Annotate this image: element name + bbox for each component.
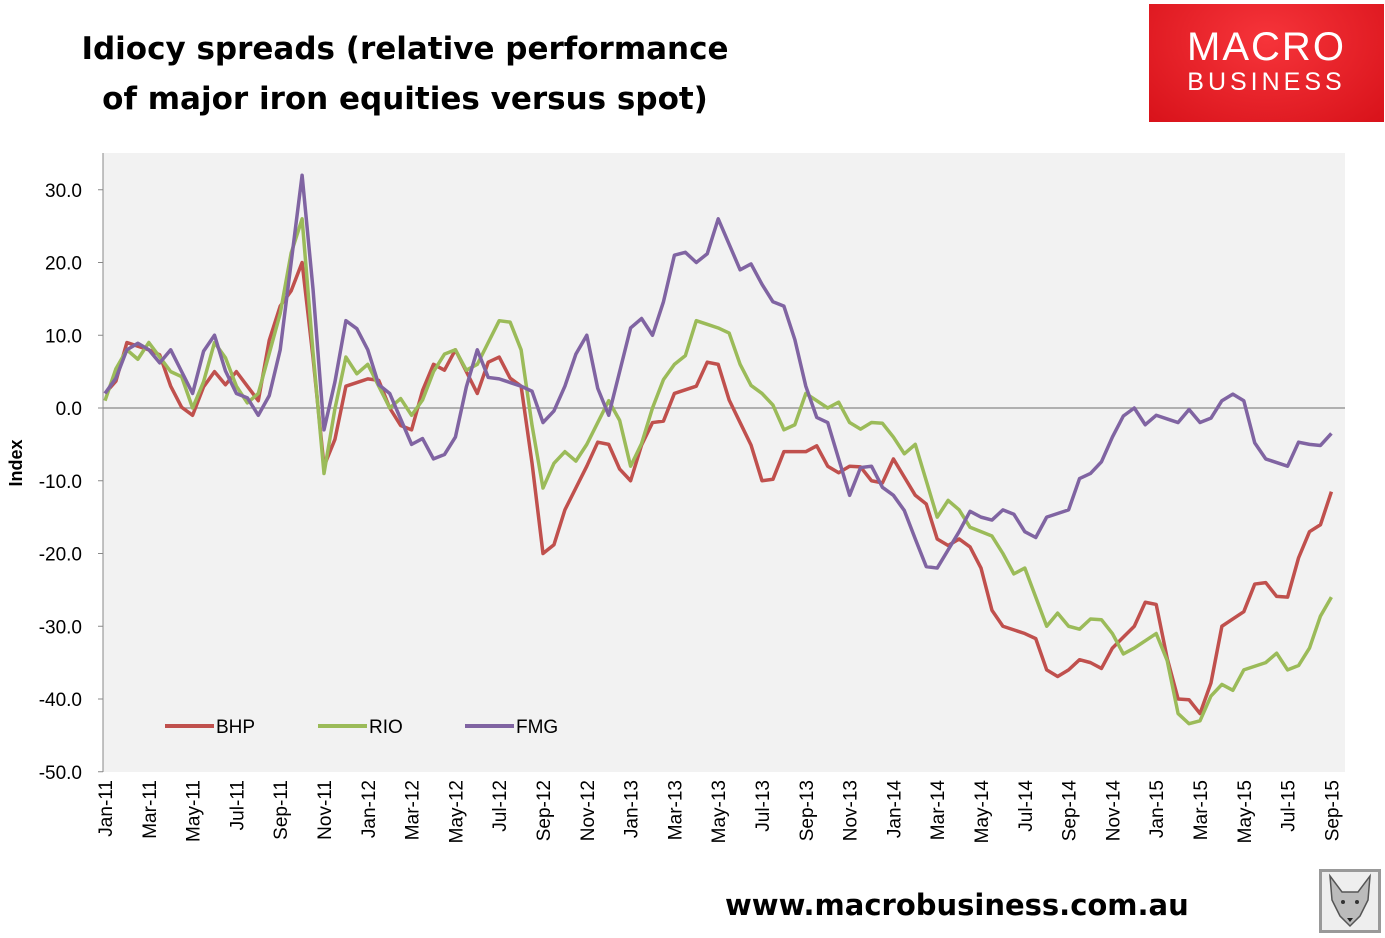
x-tick-label: Jan-11	[96, 780, 117, 837]
y-tick-label: 30.0	[45, 181, 82, 202]
x-tick-label: Sep-13	[797, 780, 818, 841]
legend-label-bhp: BHP	[216, 717, 255, 738]
logo-line-1: MACRO	[1187, 25, 1346, 69]
y-tick-label: -50.0	[39, 763, 82, 784]
y-tick-label: -20.0	[39, 545, 82, 566]
chart-title-line-1: Idiocy spreads (relative performance	[81, 31, 729, 67]
y-axis-label: Index	[6, 439, 26, 486]
x-tick-label: Sep-15	[1322, 780, 1343, 841]
chart-title-line-2: of major iron equities versus spot)	[102, 81, 708, 117]
x-tick-label: Jan-15	[1147, 780, 1168, 838]
x-tick-label: Nov-13	[841, 780, 862, 841]
x-tick-label: Mar-13	[665, 780, 686, 840]
macrobusiness-logo: MACRO BUSINESS	[1149, 4, 1384, 122]
x-tick-label: Nov-14	[1103, 780, 1124, 842]
x-tick-label: Nov-11	[315, 780, 336, 840]
legend-label-fmg: FMG	[516, 717, 558, 738]
x-tick-label: Jan-14	[884, 780, 905, 839]
fox-mascot-icon	[1319, 869, 1381, 933]
x-tick-label: Jul-15	[1279, 780, 1300, 832]
y-tick-label: 10.0	[45, 326, 82, 347]
x-tick-label: Mar-15	[1191, 780, 1212, 840]
x-tick-label: Mar-12	[403, 780, 424, 840]
x-tick-label: Jul-14	[1016, 780, 1037, 832]
x-tick-label: Mar-11	[140, 780, 161, 839]
y-tick-label: 20.0	[45, 254, 82, 275]
x-tick-label: Jan-13	[622, 780, 643, 838]
website-url: www.macrobusiness.com.au	[725, 888, 1189, 922]
x-tick-label: May-12	[446, 780, 467, 843]
x-tick-label: Jul-13	[753, 780, 774, 832]
x-tick-label: May-11	[184, 780, 205, 842]
x-tick-label: May-13	[709, 780, 730, 843]
x-tick-label: Jul-12	[490, 780, 511, 832]
x-tick-label: Mar-14	[928, 780, 949, 841]
y-tick-label: -30.0	[39, 617, 82, 638]
y-tick-label: 0.0	[56, 399, 82, 420]
x-tick-label: Sep-11	[271, 780, 292, 840]
x-tick-label: May-15	[1235, 780, 1256, 843]
x-tick-label: Sep-14	[1060, 780, 1081, 842]
y-tick-label: -40.0	[39, 690, 82, 711]
series-line-fmg	[103, 173, 1333, 570]
series-line-rio	[103, 217, 1333, 726]
legend-label-rio: RIO	[369, 717, 403, 738]
x-tick-label: Jan-12	[359, 780, 380, 838]
logo-line-2: BUSINESS	[1187, 68, 1346, 96]
x-tick-label: Sep-12	[534, 780, 555, 841]
x-tick-label: May-14	[972, 780, 993, 844]
y-tick-label: -10.0	[39, 472, 82, 493]
plot-area	[103, 153, 1345, 772]
x-tick-label: Jul-11	[227, 780, 248, 830]
x-tick-label: Nov-12	[578, 780, 599, 841]
